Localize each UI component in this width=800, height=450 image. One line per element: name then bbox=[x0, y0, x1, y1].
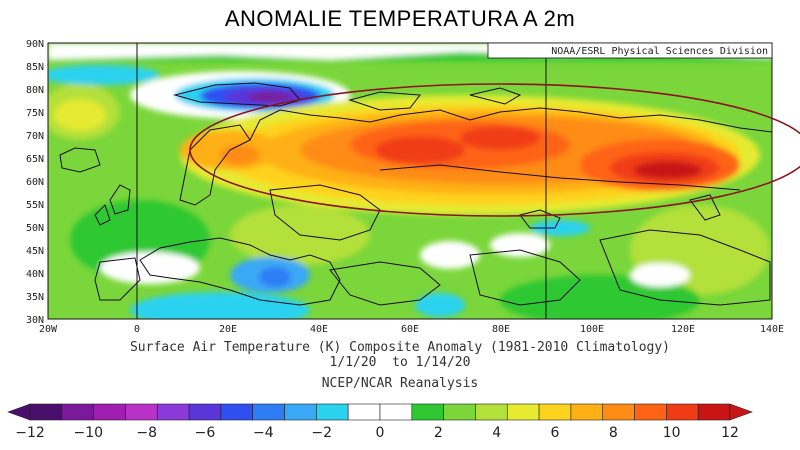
colorbar-label: −10 bbox=[74, 425, 104, 441]
colorbar-cell bbox=[602, 403, 635, 421]
lat-label: 30N bbox=[26, 315, 44, 326]
caption-line-1: Surface Air Temperature (K) Composite An… bbox=[129, 340, 671, 355]
lat-label: 85N bbox=[26, 62, 44, 73]
colorbar-cell bbox=[411, 403, 444, 421]
colorbar-label: 12 bbox=[721, 425, 739, 441]
colorbar-cell bbox=[379, 403, 413, 421]
colorbar-cells bbox=[7, 403, 753, 421]
lat-label: 40N bbox=[26, 269, 44, 280]
lat-label: 70N bbox=[26, 131, 44, 142]
lat-label: 55N bbox=[26, 200, 44, 211]
credit-box bbox=[487, 42, 773, 59]
colorbar-cell bbox=[697, 403, 731, 421]
colorbar-cell bbox=[634, 403, 667, 421]
colorbar-cell bbox=[347, 403, 381, 421]
colorbar-label: 2 bbox=[434, 425, 443, 441]
colorbar-label: 6 bbox=[551, 425, 560, 441]
lon-label: 100E bbox=[580, 324, 604, 335]
colorbar-label: −4 bbox=[253, 425, 274, 441]
colorbar-cell bbox=[125, 403, 158, 421]
lat-label: 75N bbox=[26, 108, 44, 119]
lon-label: 80E bbox=[492, 324, 510, 335]
colorbar-cell bbox=[570, 403, 604, 421]
lon-label: 140E bbox=[760, 324, 784, 335]
lon-label: 120E bbox=[671, 324, 695, 335]
lat-label: 50N bbox=[26, 223, 44, 234]
colorbar: −12 −10 −8 −6 −4 −2 0 2 4 6 8 10 12 bbox=[7, 403, 753, 441]
lat-label: 90N bbox=[26, 39, 44, 50]
credit-text: NOAA/ESRL Physical Sciences Division bbox=[551, 46, 768, 57]
colorbar-cell bbox=[538, 403, 572, 421]
latitude-labels: 90N 85N 80N 75N 70N 65N 60N 55N 50N 45N … bbox=[26, 39, 44, 326]
lon-label: 20E bbox=[219, 324, 237, 335]
colorbar-cell bbox=[316, 403, 349, 421]
colorbar-label: −8 bbox=[136, 425, 157, 441]
lon-label: 60E bbox=[401, 324, 419, 335]
colorbar-label: 0 bbox=[376, 425, 385, 441]
lon-label: 40E bbox=[310, 324, 328, 335]
lat-label: 60N bbox=[26, 177, 44, 188]
colorbar-cell bbox=[284, 403, 317, 421]
colorbar-label: −2 bbox=[311, 425, 332, 441]
highlight-ellipse bbox=[189, 83, 800, 217]
colorbar-cell bbox=[93, 403, 126, 421]
lon-label: 0 bbox=[134, 324, 140, 335]
lat-label: 65N bbox=[26, 154, 44, 165]
colorbar-cell bbox=[220, 403, 254, 421]
colorbar-cell bbox=[156, 403, 190, 421]
colorbar-cell bbox=[443, 403, 476, 421]
lat-label: 45N bbox=[26, 246, 44, 257]
colorbar-label: 10 bbox=[663, 425, 681, 441]
colorbar-cell bbox=[475, 403, 508, 421]
colorbar-left-arrow bbox=[7, 403, 31, 421]
lat-label: 35N bbox=[26, 292, 44, 303]
caption-line-3: NCEP/NCAR Reanalysis bbox=[321, 376, 479, 391]
longitude-labels: 20W 0 20E 40E 60E 80E 100E 120E 140E bbox=[39, 324, 784, 335]
colorbar-cell bbox=[666, 403, 699, 421]
colorbar-label: −6 bbox=[195, 425, 216, 441]
colorbar-cell bbox=[188, 403, 222, 421]
caption-line-2: 1/1/20 to 1/14/20 bbox=[329, 355, 471, 370]
anomaly-map: NOAA/ESRL Physical Sciences Division 90N… bbox=[26, 39, 800, 335]
colorbar-cell bbox=[29, 403, 63, 421]
chart-title: ANOMALIE TEMPERATURA A 2m bbox=[224, 6, 576, 31]
colorbar-cell bbox=[252, 403, 285, 421]
lat-label: 80N bbox=[26, 85, 44, 96]
colorbar-labels: −12 −10 −8 −6 −4 −2 0 2 4 6 8 10 12 bbox=[15, 425, 739, 441]
colorbar-cell bbox=[61, 403, 94, 421]
colorbar-cell bbox=[506, 403, 540, 421]
lon-label: 20W bbox=[39, 324, 58, 335]
colorbar-label: 4 bbox=[492, 425, 501, 441]
anomaly-field bbox=[48, 43, 772, 319]
colorbar-label: 8 bbox=[609, 425, 618, 441]
colorbar-right-arrow bbox=[729, 403, 753, 421]
colorbar-label: −12 bbox=[15, 425, 45, 441]
